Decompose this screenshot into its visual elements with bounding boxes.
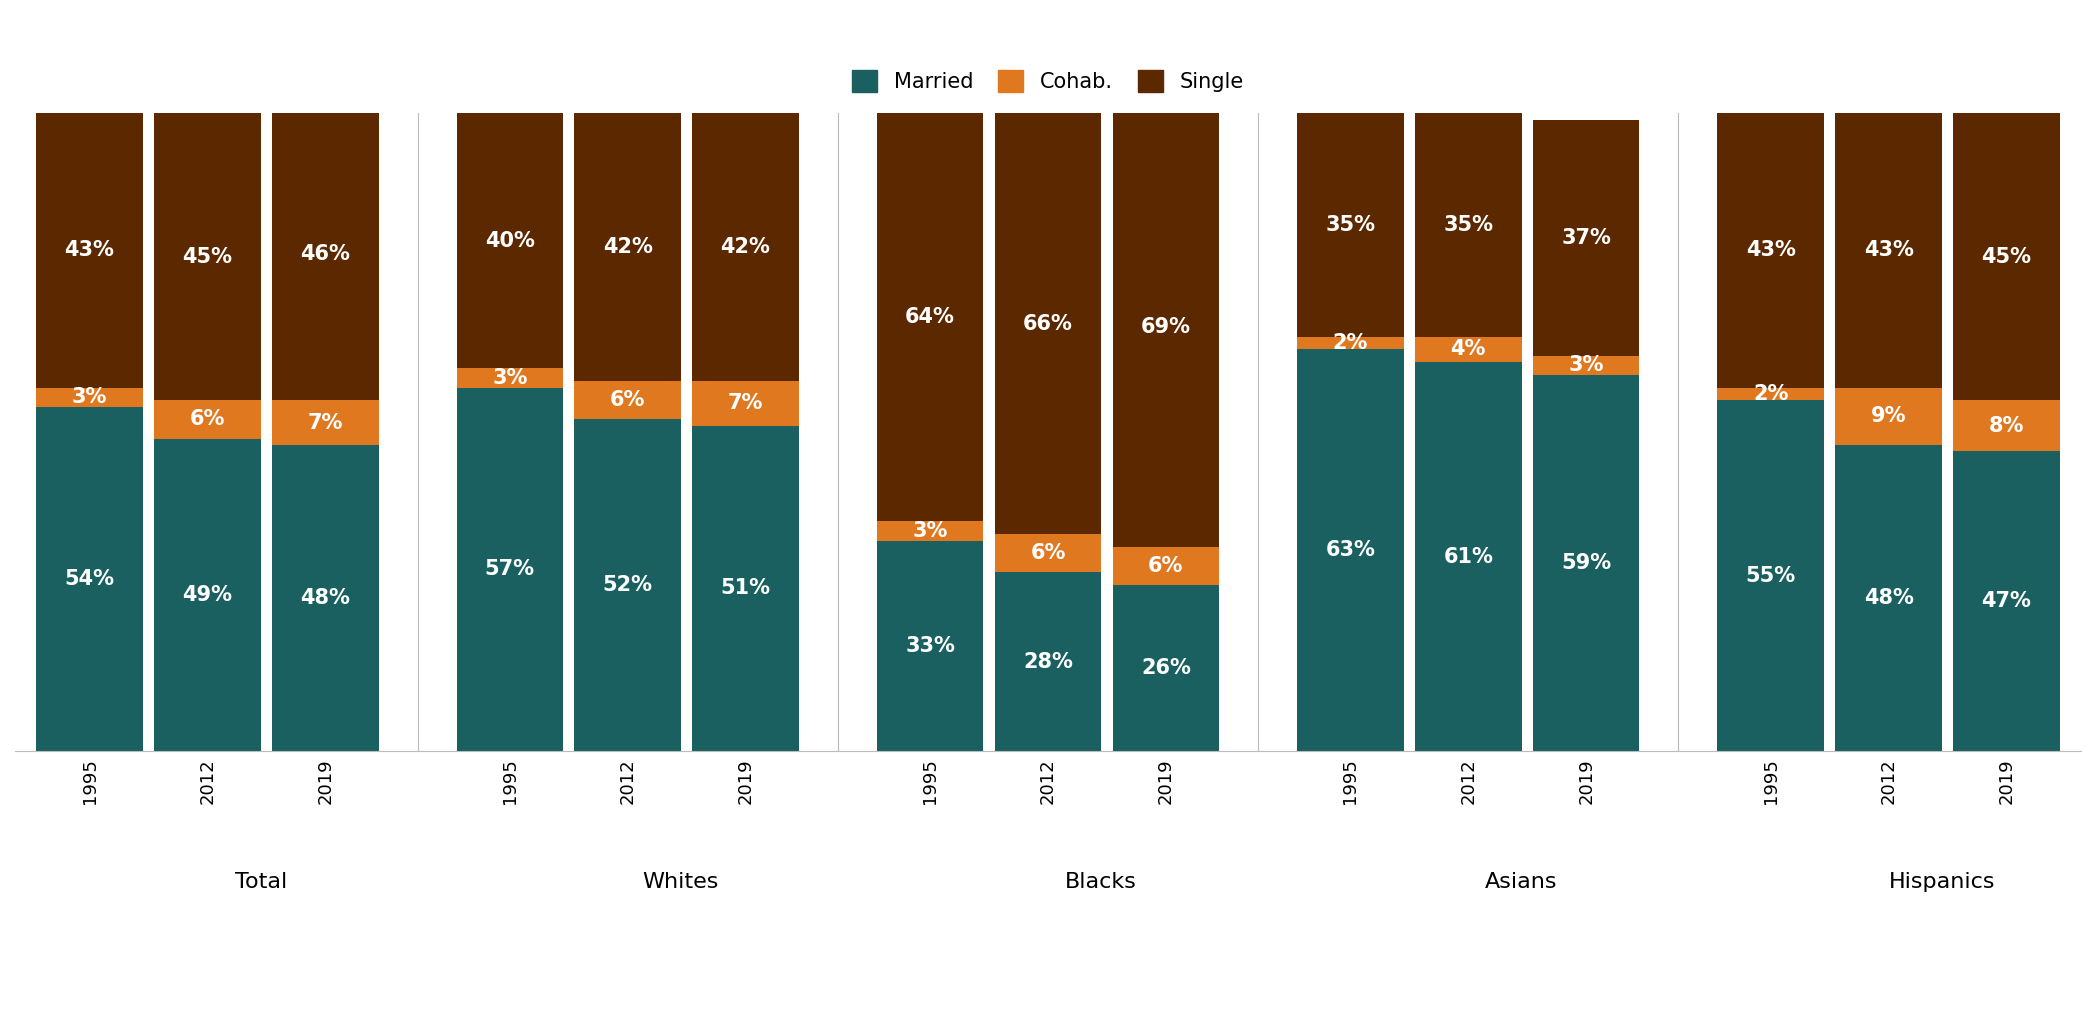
Text: Asians: Asians — [1486, 873, 1557, 892]
Text: 49%: 49% — [182, 585, 233, 605]
Text: 35%: 35% — [1444, 215, 1492, 235]
Text: 54%: 54% — [65, 569, 115, 589]
Text: Blacks: Blacks — [1065, 873, 1138, 892]
Text: 8%: 8% — [1989, 416, 2025, 436]
Text: 43%: 43% — [1863, 241, 1914, 260]
Legend: Married, Cohab., Single: Married, Cohab., Single — [843, 60, 1253, 103]
Bar — [876, 541, 983, 751]
Text: 3%: 3% — [493, 368, 528, 388]
Bar — [1953, 400, 2060, 451]
Text: 69%: 69% — [1140, 317, 1191, 337]
Bar — [876, 114, 983, 521]
Text: 2%: 2% — [1752, 384, 1788, 404]
Text: 42%: 42% — [604, 237, 652, 257]
Text: 47%: 47% — [1981, 591, 2031, 612]
Bar — [1717, 387, 1824, 400]
Bar — [1297, 336, 1404, 350]
Bar — [574, 420, 681, 751]
Bar — [36, 387, 143, 406]
Text: 9%: 9% — [1872, 406, 1907, 427]
Bar — [1415, 362, 1522, 751]
Bar — [692, 426, 799, 751]
Bar — [1717, 114, 1824, 387]
Bar — [1532, 356, 1639, 375]
Text: 3%: 3% — [1568, 356, 1603, 375]
Bar — [1297, 114, 1404, 336]
Text: 66%: 66% — [1023, 314, 1073, 334]
Text: 51%: 51% — [721, 578, 771, 598]
Text: Whites: Whites — [643, 873, 719, 892]
Text: 46%: 46% — [300, 244, 350, 263]
Bar — [1532, 120, 1639, 356]
Bar — [996, 114, 1100, 534]
Bar — [272, 400, 379, 445]
Text: Total: Total — [235, 873, 287, 892]
Text: Hispanics: Hispanics — [1888, 873, 1995, 892]
Text: 37%: 37% — [1562, 228, 1612, 248]
Bar — [457, 369, 564, 387]
Text: 4%: 4% — [1450, 339, 1486, 360]
Bar — [272, 107, 379, 400]
Bar — [574, 381, 681, 420]
Bar — [1113, 585, 1220, 751]
Bar — [1297, 350, 1404, 751]
Bar — [1532, 375, 1639, 751]
Bar — [272, 445, 379, 751]
Bar — [1953, 114, 2060, 400]
Bar — [876, 521, 983, 541]
Bar — [1113, 547, 1220, 585]
Text: 7%: 7% — [308, 412, 344, 433]
Text: 43%: 43% — [1746, 241, 1796, 260]
Bar — [1836, 114, 1941, 387]
Text: 3%: 3% — [71, 387, 107, 407]
Text: 2%: 2% — [1333, 333, 1369, 353]
Text: 26%: 26% — [1140, 658, 1191, 678]
Text: 28%: 28% — [1023, 652, 1073, 672]
Text: 35%: 35% — [1325, 215, 1375, 235]
Bar — [457, 387, 564, 751]
Text: 6%: 6% — [1149, 556, 1184, 576]
Bar — [1415, 114, 1522, 336]
Text: 43%: 43% — [65, 241, 115, 260]
Bar — [1836, 445, 1941, 751]
Text: 6%: 6% — [191, 409, 224, 430]
Bar — [996, 534, 1100, 572]
Text: 48%: 48% — [300, 588, 350, 608]
Text: 42%: 42% — [721, 237, 771, 257]
Bar — [692, 381, 799, 426]
Bar — [36, 406, 143, 751]
Bar — [36, 114, 143, 387]
Text: 7%: 7% — [727, 393, 763, 414]
Text: 45%: 45% — [1981, 247, 2031, 267]
Text: 6%: 6% — [1031, 544, 1065, 563]
Bar — [1836, 387, 1941, 445]
Bar — [1953, 451, 2060, 751]
Bar — [692, 114, 799, 381]
Text: 3%: 3% — [912, 521, 947, 542]
Text: 40%: 40% — [484, 231, 534, 251]
Text: 61%: 61% — [1444, 547, 1492, 567]
Text: 33%: 33% — [905, 636, 956, 656]
Bar — [155, 400, 260, 439]
Text: 48%: 48% — [1863, 588, 1914, 608]
Bar — [155, 114, 260, 400]
Text: 52%: 52% — [604, 575, 652, 595]
Bar — [155, 439, 260, 751]
Bar — [457, 114, 564, 369]
Text: 6%: 6% — [610, 390, 646, 410]
Text: 63%: 63% — [1325, 541, 1375, 560]
Text: 57%: 57% — [484, 560, 534, 579]
Text: 45%: 45% — [182, 247, 233, 267]
Text: 64%: 64% — [905, 308, 956, 327]
Text: 59%: 59% — [1562, 553, 1612, 573]
Bar — [1415, 336, 1522, 362]
Bar — [1113, 107, 1220, 547]
Bar — [996, 572, 1100, 751]
Bar — [1717, 400, 1824, 751]
Text: 55%: 55% — [1746, 566, 1796, 585]
Bar — [574, 114, 681, 381]
